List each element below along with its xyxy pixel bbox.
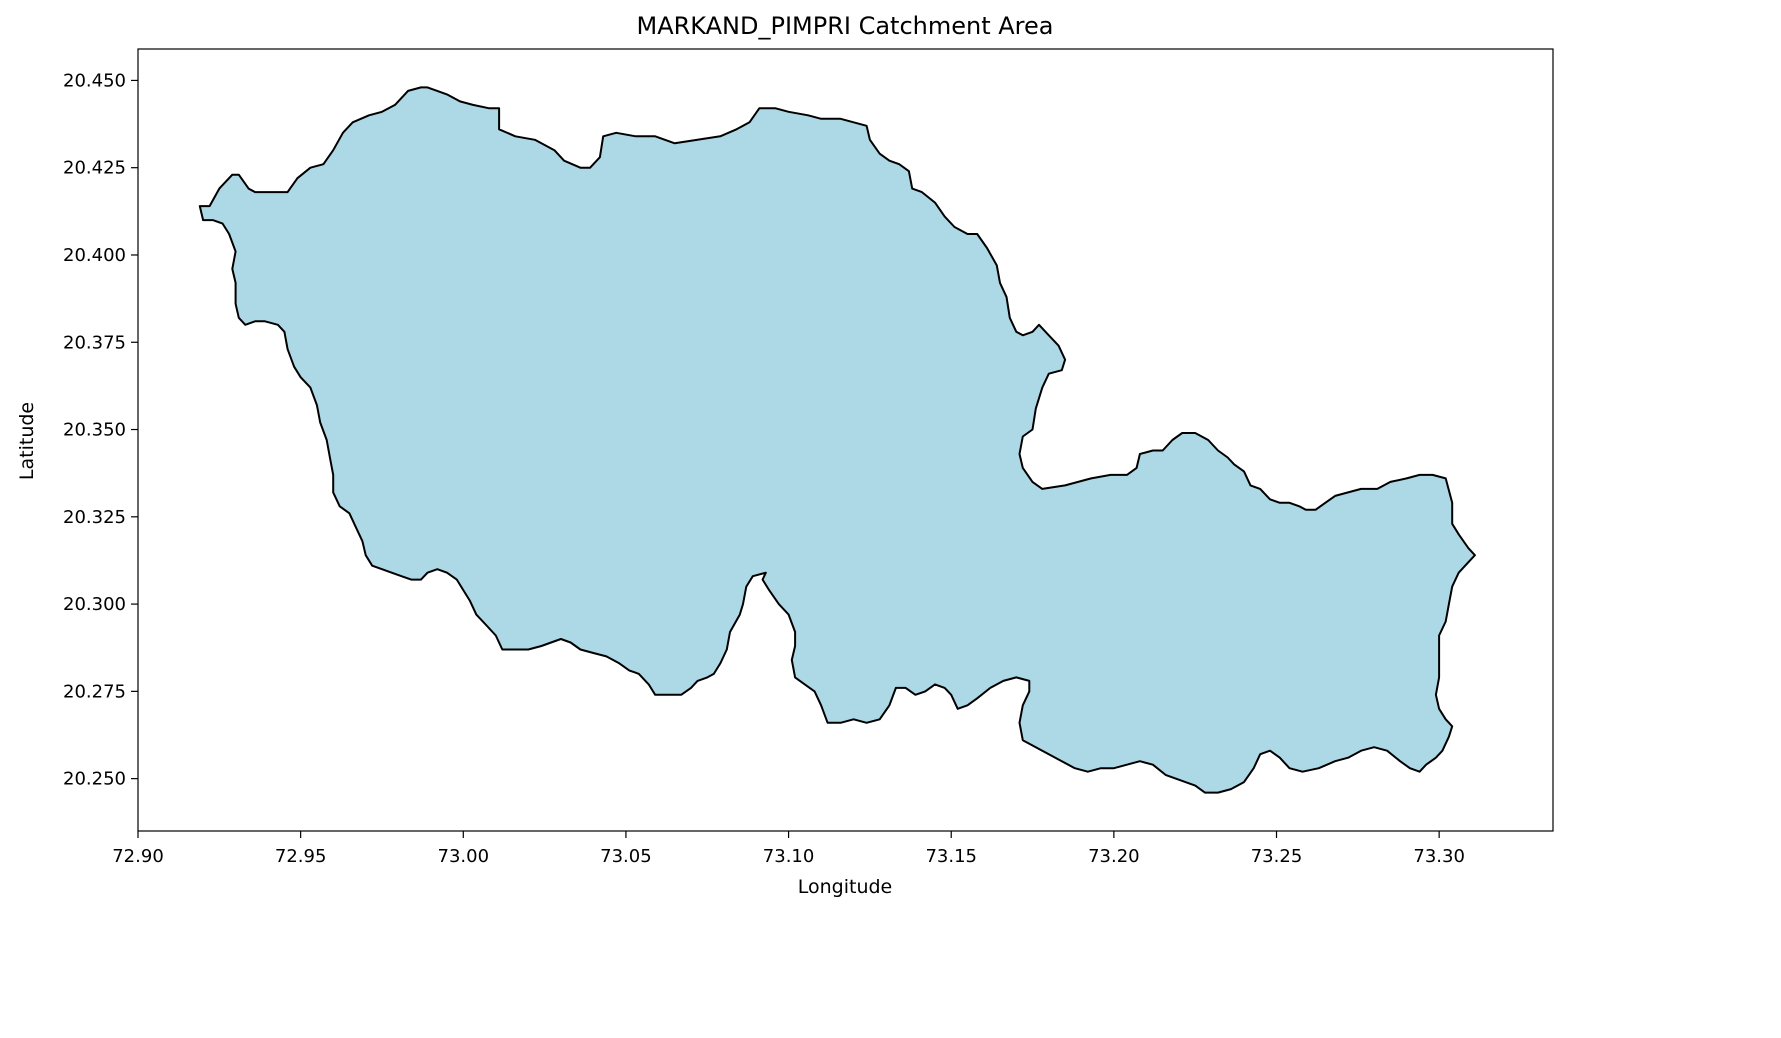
x-tick-label: 73.10 [763, 846, 815, 867]
y-axis-label: Latitude [16, 402, 38, 480]
x-tick-label: 73.20 [1088, 846, 1140, 867]
y-tick-label: 20.400 [63, 245, 126, 266]
catchment-figure: MARKAND_PIMPRI Catchment Area 72.90 72.95… [16, 12, 1554, 898]
x-tick-label: 72.90 [112, 846, 164, 867]
y-tick-label: 20.450 [63, 70, 126, 91]
y-tick-label: 20.425 [63, 158, 126, 179]
chart-title: MARKAND_PIMPRI Catchment Area [637, 12, 1054, 40]
y-tick-label: 20.300 [63, 594, 126, 615]
plot-area [198, 86, 1476, 794]
y-tick-label: 20.275 [63, 681, 126, 702]
x-axis-ticks: 72.90 72.95 73.00 73.05 73.10 73.15 73.20 73.25… [112, 831, 1465, 867]
x-tick-label: 73.05 [600, 846, 652, 867]
y-axis-ticks: 20.250 20.275 20.300 20.325 20.350 20.375 20.4… [63, 70, 138, 790]
y-tick-label: 20.375 [63, 332, 126, 353]
catchment-polygon [198, 86, 1476, 794]
y-tick-label: 20.250 [63, 769, 126, 790]
y-tick-label: 20.325 [63, 507, 126, 528]
x-axis-label: Longitude [798, 876, 893, 898]
x-tick-label: 73.15 [925, 846, 977, 867]
x-tick-label: 73.25 [1251, 846, 1303, 867]
x-tick-label: 73.00 [438, 846, 490, 867]
axes-frame [137, 48, 1554, 832]
x-tick-label: 73.30 [1413, 846, 1465, 867]
y-tick-label: 20.350 [63, 420, 126, 441]
x-tick-label: 72.95 [275, 846, 327, 867]
